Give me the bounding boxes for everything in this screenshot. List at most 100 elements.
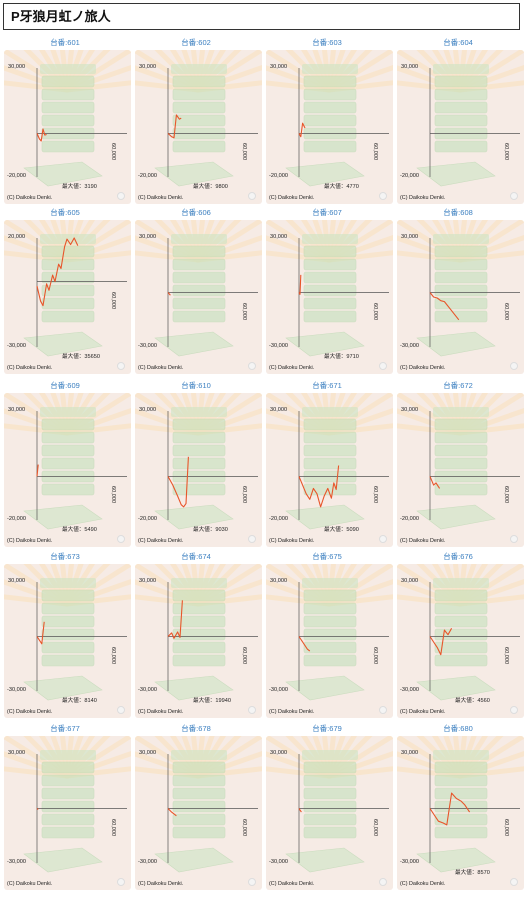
series-line	[298, 274, 302, 295]
chart-svg	[397, 50, 524, 187]
machine-number-link[interactable]: 台番:602	[181, 38, 211, 47]
y-tick-bottom: -30,000	[7, 343, 26, 349]
machine-illustration	[416, 578, 496, 701]
machine-number-link[interactable]: 台番:673	[50, 552, 80, 561]
corner-dot-icon	[117, 535, 125, 543]
x-tick-max: 60,000	[503, 646, 509, 664]
copyright-label: (C) Daikoku Denki.	[7, 365, 53, 371]
chart-svg	[266, 50, 393, 187]
machine-cell: 台番:610 30,000 -20,000 60,000 最大値：9030 (C) Dai…	[131, 379, 262, 549]
x-tick-max: 60,000	[241, 646, 247, 664]
payout-chart-card: 30,000 -30,000 60,000 最大値：4560 (C) Daikoku D…	[397, 564, 524, 718]
chart-svg	[135, 564, 262, 701]
machine-number-link[interactable]: 台番:675	[312, 552, 342, 561]
chart-svg	[266, 736, 393, 873]
copyright-label: (C) Daikoku Denki.	[7, 881, 53, 887]
max-value-label: 最大値：4770	[324, 184, 359, 190]
chart-svg	[397, 736, 524, 873]
series-line	[298, 808, 302, 813]
corner-dot-icon	[117, 362, 125, 370]
machine-illustration	[285, 578, 365, 701]
chart-svg	[266, 220, 393, 357]
corner-dot-icon	[510, 192, 518, 200]
machine-number-link[interactable]: 台番:679	[312, 724, 342, 733]
copyright-label: (C) Daikoku Denki.	[400, 881, 446, 887]
y-tick-bottom: -30,000	[138, 859, 157, 865]
x-tick-max: 60,000	[372, 486, 378, 504]
machine-number-link[interactable]: 台番:677	[50, 724, 80, 733]
copyright-label: (C) Daikoku Denki.	[7, 538, 53, 544]
series-line	[167, 456, 189, 508]
machine-number-link[interactable]: 台番:671	[312, 381, 342, 390]
y-tick-bottom: -20,000	[138, 173, 157, 179]
machine-cell: 台番:673 30,000 -30,000 60,000 最大値：8140 (C) Dai…	[0, 550, 131, 720]
y-tick-top: 30,000	[8, 750, 26, 756]
machine-cell: 台番:679 30,000 -30,000 60,000 (C) Daikoku Den…	[262, 722, 393, 892]
y-tick-bottom: -30,000	[400, 343, 419, 349]
machine-number-link[interactable]: 台番:674	[181, 552, 211, 561]
y-tick-bottom: -20,000	[269, 173, 288, 179]
series-line	[36, 621, 45, 645]
machine-illustration	[23, 64, 103, 187]
corner-dot-icon	[117, 192, 125, 200]
machine-number-link[interactable]: 台番:606	[181, 208, 211, 217]
payout-chart-card: 30,000 -30,000 60,000 (C) Daikoku Denki.	[266, 736, 393, 890]
payout-chart-card: 30,000 -20,000 60,000 最大値：9030 (C) Daikoku D…	[135, 393, 262, 547]
machine-cell: 台番:605 20,000 -30,000 60,000 最大値：35650 (C) Da…	[0, 206, 131, 376]
machine-number-link[interactable]: 台番:610	[181, 381, 211, 390]
y-tick-top: 30,000	[401, 407, 419, 413]
machine-cell: 台番:606 30,000 -30,000 60,000 (C) Daikoku Den…	[131, 206, 262, 376]
page-title: P牙狼月虹ノ旅人	[3, 3, 520, 30]
payout-chart-card: 30,000 -20,000 60,000 最大値：3190 (C) Daikoku D…	[4, 50, 131, 204]
y-tick-top: 30,000	[401, 578, 419, 584]
copyright-label: (C) Daikoku Denki.	[138, 881, 184, 887]
payout-chart-card: 30,000 -30,000 60,000 (C) Daikoku Denki.	[135, 736, 262, 890]
machine-number-link[interactable]: 台番:607	[312, 208, 342, 217]
y-tick-top: 30,000	[270, 234, 288, 240]
machine-number-link[interactable]: 台番:608	[443, 208, 473, 217]
corner-dot-icon	[510, 878, 518, 886]
copyright-label: (C) Daikoku Denki.	[138, 538, 184, 544]
machine-cell: 台番:603 30,000 -20,000 60,000 最大値：4770 (C) Dai…	[262, 36, 393, 206]
corner-dot-icon	[510, 535, 518, 543]
machine-cell: 台番:678 30,000 -30,000 60,000 (C) Daikoku Den…	[131, 722, 262, 892]
machine-illustration	[285, 234, 365, 357]
machine-number-link[interactable]: 台番:676	[443, 552, 473, 561]
x-tick-max: 60,000	[503, 302, 509, 320]
chart-svg	[4, 393, 131, 530]
y-tick-top: 30,000	[139, 407, 157, 413]
machine-illustration	[154, 64, 234, 187]
payout-chart-card: 30,000 -30,000 60,000 (C) Daikoku Denki.	[266, 564, 393, 718]
machine-number-link[interactable]: 台番:603	[312, 38, 342, 47]
payout-chart-card: 30,000 -30,000 60,000 (C) Daikoku Denki.	[135, 220, 262, 374]
y-tick-top: 30,000	[139, 234, 157, 240]
corner-dot-icon	[379, 362, 387, 370]
corner-dot-icon	[379, 535, 387, 543]
machine-illustration	[416, 750, 496, 873]
machine-number-link[interactable]: 台番:609	[50, 381, 80, 390]
chart-svg	[135, 393, 262, 530]
machine-number-link[interactable]: 台番:678	[181, 724, 211, 733]
y-tick-top: 30,000	[8, 578, 26, 584]
max-value-label: 最大値：9710	[324, 354, 359, 360]
chart-svg	[4, 564, 131, 701]
corner-dot-icon	[248, 535, 256, 543]
series-line	[429, 476, 441, 489]
machine-number-link[interactable]: 台番:604	[443, 38, 473, 47]
machine-cell: 台番:676 30,000 -30,000 60,000 最大値：4560 (C) Dai…	[393, 550, 524, 720]
payout-chart-card: 30,000 -30,000 60,000 最大値：9710 (C) Daikoku D…	[266, 220, 393, 374]
chart-svg	[4, 220, 131, 357]
chart-svg	[397, 564, 524, 701]
payout-chart-card: 30,000 -20,000 60,000 最大値：4770 (C) Daikoku D…	[266, 50, 393, 204]
machine-number-link[interactable]: 台番:601	[50, 38, 80, 47]
machine-number-link[interactable]: 台番:680	[443, 724, 473, 733]
machine-number-link[interactable]: 台番:672	[443, 381, 473, 390]
chart-svg	[266, 564, 393, 701]
y-tick-top: 20,000	[8, 234, 26, 240]
payout-chart-card: 30,000 -20,000 60,000 最大値：9800 (C) Daikoku D…	[135, 50, 262, 204]
copyright-label: (C) Daikoku Denki.	[269, 195, 315, 201]
machine-illustration	[416, 64, 496, 187]
y-tick-bottom: -30,000	[269, 859, 288, 865]
machine-number-link[interactable]: 台番:605	[50, 208, 80, 217]
max-value-label: 最大値：8570	[455, 870, 490, 876]
